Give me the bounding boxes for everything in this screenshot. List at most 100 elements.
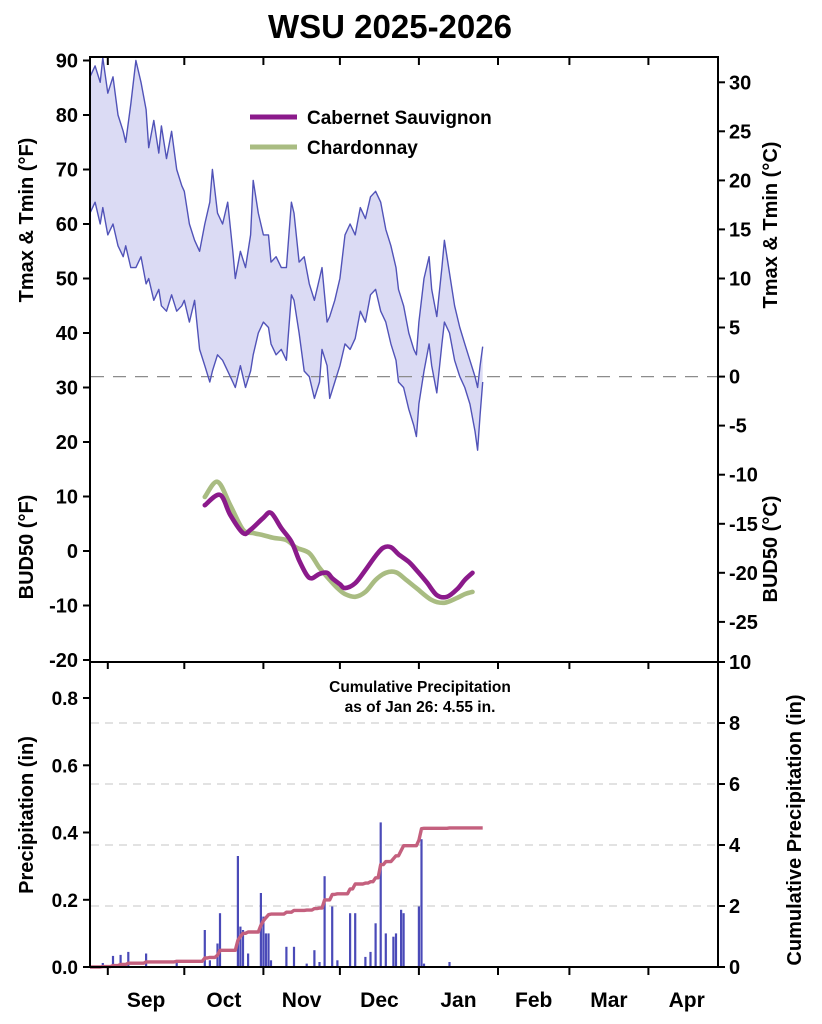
page-title: WSU 2025-2026 [268, 8, 512, 45]
precip-bar [318, 962, 321, 967]
precip-bar [247, 953, 250, 967]
temperature-band-layer [89, 57, 717, 451]
right-axis-title-tmax-tmin-c: Tmax & Tmin (°C) [760, 142, 782, 309]
precip-bar [218, 913, 222, 967]
month-label-dec: Dec [360, 989, 399, 1012]
precip-bar [269, 960, 273, 967]
precip-bar [175, 960, 178, 967]
month-label-feb: Feb [515, 989, 552, 1012]
precip-bar [292, 946, 296, 967]
precip-bar [392, 936, 395, 967]
precip-bar [267, 933, 270, 967]
cumulative-tick-label: 10 [729, 652, 751, 674]
precip-bar [374, 923, 377, 967]
legend-label-chardonnay: Chardonnay [307, 138, 418, 159]
precip-bar [384, 933, 387, 967]
tick-labels-layer: 9080706050403020100-10-20302520151050-5-… [49, 51, 758, 1013]
left-axis-title-precipitation: Precipitation (in) [16, 736, 38, 894]
left-axis-title-tmax-tmin-f: Tmax & Tmin (°F) [16, 138, 38, 303]
bottom-panel-frame [89, 661, 719, 968]
precip-bar [364, 956, 367, 967]
fahrenheit-tick-label: 70 [56, 160, 78, 182]
fahrenheit-tick-label: -20 [49, 650, 78, 672]
precip-bar [394, 933, 398, 967]
precipitation-layer [90, 822, 483, 969]
precip-bar [369, 951, 372, 967]
bud50-lines-layer [202, 479, 475, 606]
left-axis-title-bud50-f: BUD50 (°F) [16, 495, 38, 600]
cabernet-bud50-line [202, 492, 475, 600]
cumulative-precip-line [90, 826, 483, 969]
precip-bar [203, 930, 206, 967]
precip-tick-label: 0.8 [52, 689, 78, 710]
month-label-sep: Sep [127, 989, 166, 1012]
precip-bar [400, 909, 403, 967]
celsius-tick-label: 15 [729, 219, 751, 241]
precip-bar [111, 955, 115, 967]
precip-bar [241, 930, 245, 967]
axis-ticks-layer [83, 57, 725, 975]
precip-bar [354, 913, 357, 967]
precip-bar [262, 916, 265, 967]
chardonnay-bud50-line [202, 479, 475, 606]
fahrenheit-tick-label: 50 [56, 269, 78, 291]
panel-frames-layer [89, 56, 719, 968]
precip-bar [402, 913, 405, 967]
fahrenheit-tick-label: 40 [56, 323, 78, 345]
celsius-tick-label: 0 [729, 367, 740, 389]
month-label-mar: Mar [590, 989, 627, 1012]
precip-bar [313, 950, 316, 967]
precip-tick-label: 0.0 [52, 958, 78, 979]
celsius-tick-label: -5 [729, 416, 747, 438]
precip-bar [422, 963, 426, 967]
celsius-tick-label: 10 [729, 269, 751, 291]
fahrenheit-tick-label: 30 [56, 378, 78, 400]
precip-bar [448, 962, 451, 967]
cumulative-tick-label: 4 [729, 835, 741, 857]
cumulative-tick-label: 8 [729, 713, 740, 735]
fahrenheit-tick-label: 80 [56, 105, 78, 127]
cumulative-precip-annotation-line1: Cumulative Precipitation [329, 679, 511, 696]
precip-bar [331, 906, 334, 967]
celsius-tick-label: 25 [729, 121, 751, 143]
legend-label-cabernet-sauvignon: Cabernet Sauvignon [307, 108, 492, 129]
tmin-line [89, 201, 484, 451]
month-label-nov: Nov [282, 989, 322, 1012]
fahrenheit-tick-label: 10 [56, 487, 78, 509]
precip-bar [349, 913, 352, 967]
fahrenheit-tick-label: 90 [56, 51, 78, 73]
precip-bar [208, 960, 211, 967]
fahrenheit-tick-label: 60 [56, 214, 78, 236]
celsius-tick-label: -10 [729, 465, 758, 487]
precip-bar [305, 963, 308, 967]
precip-tick-label: 0.2 [52, 891, 78, 912]
precip-bar [236, 856, 239, 967]
right-axis-title-bud50-c: BUD50 (°C) [760, 496, 782, 603]
celsius-tick-label: 5 [729, 318, 740, 340]
month-label-oct: Oct [206, 989, 241, 1012]
cumulative-precip-annotation-line2: as of Jan 26: 4.55 in. [345, 699, 496, 716]
precip-tick-label: 0.6 [52, 756, 78, 777]
legend: Cabernet Sauvignon Chardonnay [250, 108, 492, 159]
precip-bar [127, 951, 130, 967]
precip-bar [285, 946, 288, 967]
fahrenheit-tick-label: 0 [67, 541, 78, 563]
celsius-tick-label: -15 [729, 514, 758, 536]
fahrenheit-tick-label: 20 [56, 432, 78, 454]
precip-bar [336, 960, 339, 967]
gridlines-layer [91, 722, 717, 907]
celsius-tick-label: -20 [729, 563, 758, 585]
tmax-line [89, 57, 484, 389]
precip-bar [420, 839, 423, 967]
month-label-jan: Jan [440, 989, 476, 1012]
right-axis-title-cumulative-precipitation: Cumulative Precipitation (in) [784, 694, 806, 965]
celsius-tick-label: -25 [729, 612, 758, 634]
cumulative-tick-label: 6 [729, 774, 740, 796]
celsius-tick-label: 20 [729, 170, 751, 192]
precip-bar [264, 933, 267, 967]
cumulative-tick-label: 2 [729, 896, 740, 918]
cumulative-tick-label: 0 [729, 957, 740, 979]
celsius-tick-label: 30 [729, 72, 751, 94]
precip-tick-label: 0.4 [52, 824, 79, 845]
